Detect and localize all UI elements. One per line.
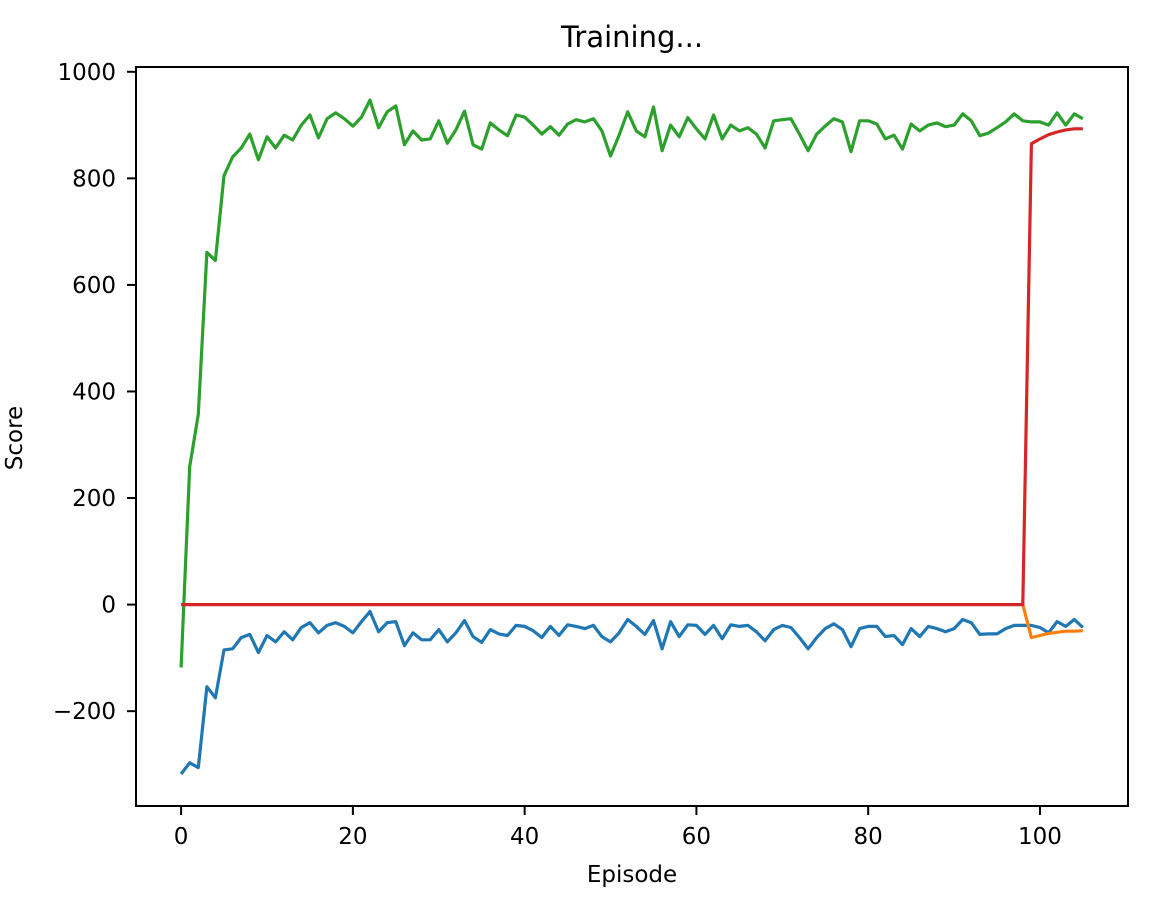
y-axis-label-text: Score: [2, 405, 28, 471]
y-axis-ticks: −200 0 200 400 600 800 1000: [53, 60, 136, 725]
y-tick-label: 1000: [57, 60, 116, 86]
x-tick-label: 60: [682, 824, 711, 850]
line-mean-score: [1021, 604, 1083, 640]
y-tick-label: 400: [72, 379, 116, 405]
line-green-series: [179, 98, 1084, 668]
x-tick-label: 80: [854, 824, 883, 850]
x-tick-label: 40: [510, 824, 539, 850]
y-tick-label: −200: [53, 699, 116, 725]
x-tick-label: 100: [1018, 824, 1062, 850]
y-tick-label: 0: [101, 593, 116, 619]
x-axis-ticks: 0 20 40 60 80 100: [174, 806, 1062, 850]
y-tick-label: 600: [72, 273, 116, 299]
line-score: [179, 609, 1084, 775]
x-axis-label: Episode: [586, 862, 678, 888]
axes-frame: [135, 66, 1129, 807]
x-tick-label: 20: [338, 824, 367, 850]
chart-title: Training...: [560, 20, 704, 54]
line-red-series: [181, 127, 1083, 607]
x-tick-label: 0: [174, 824, 189, 850]
y-tick-label: 800: [72, 166, 116, 192]
series-layer: [179, 98, 1084, 775]
y-tick-label: 200: [72, 486, 116, 512]
